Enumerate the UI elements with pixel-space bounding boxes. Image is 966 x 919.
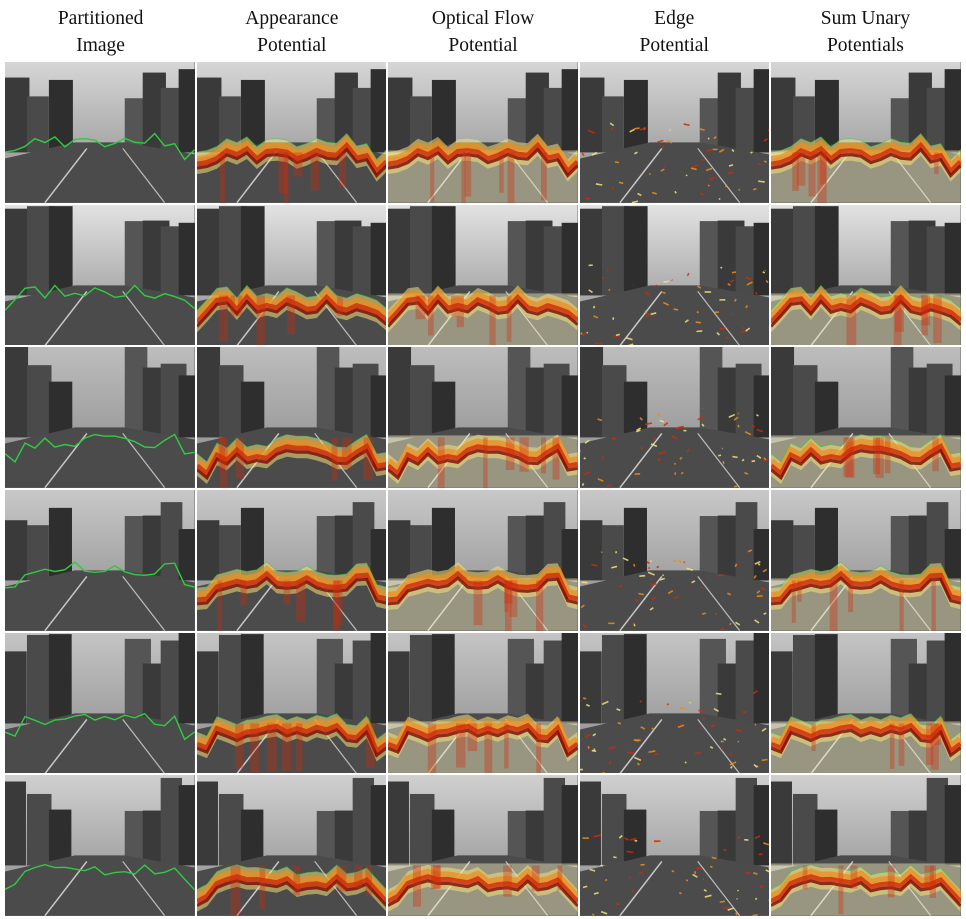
panel-image (388, 204, 578, 346)
column-header-line: Sum Unary (820, 8, 911, 29)
panel-image (771, 347, 961, 488)
figure-panel-flow (388, 347, 578, 488)
figure-panel-sum (771, 632, 961, 774)
panel-image (388, 62, 578, 203)
figure-panel-sum (771, 204, 961, 346)
column-header-line: Optical Flow (431, 8, 535, 29)
column-header-line: Image (76, 35, 125, 56)
figure-panel-flow (388, 775, 578, 916)
image-grid (5, 62, 961, 916)
figure-panel-flow (388, 62, 578, 203)
panel-image (579, 62, 770, 203)
panel-image (771, 775, 961, 916)
panel-image (771, 632, 961, 774)
panel-image (771, 204, 961, 346)
panel-image (579, 775, 770, 916)
figure-panel-partition (5, 632, 195, 774)
column-header-appearance-potential: Appearance Potential (196, 5, 387, 61)
panel-image (196, 204, 387, 346)
panel-image (579, 347, 770, 488)
figure-panel-partition (5, 775, 195, 916)
panel-image (388, 490, 578, 631)
panel-image (5, 62, 195, 203)
panel-image (579, 490, 770, 631)
figure-panel-edge (579, 62, 770, 203)
column-header-line: Potential (257, 35, 327, 56)
figure-panel-flow (388, 490, 578, 631)
panel-image (196, 490, 387, 631)
figure-panel-flow (388, 204, 578, 346)
panel-image (196, 775, 387, 916)
column-headers: Partitioned Image Appearance Potential O… (5, 5, 961, 61)
figure-panel-appearance (196, 62, 387, 203)
panel-image (388, 775, 578, 916)
panel-image (5, 775, 195, 916)
figure-panel-appearance (196, 632, 387, 774)
figure-panel-appearance (196, 347, 387, 488)
column-header-edge-potential: Edge Potential (579, 5, 770, 61)
figure-panel-edge (579, 775, 770, 916)
figure-panel-flow (388, 632, 578, 774)
column-header-partitioned-image: Partitioned Image (5, 5, 196, 61)
panel-image (196, 632, 387, 774)
figure-panel-partition (5, 490, 195, 631)
panel-image (196, 62, 387, 203)
figure-panel-appearance (196, 204, 387, 346)
column-header-line: Potentials (826, 35, 904, 56)
column-header-line: Potential (639, 35, 709, 56)
panel-image (771, 490, 961, 631)
panel-image (5, 632, 195, 774)
figure-panel-partition (5, 62, 195, 203)
column-header-line: Potential (448, 35, 518, 56)
panel-image (5, 347, 195, 488)
panel-image (388, 347, 578, 488)
figure-panel-edge (579, 204, 770, 346)
figure-panel-appearance (196, 490, 387, 631)
figure-panel-edge (579, 632, 770, 774)
panel-image (388, 632, 578, 774)
figure-panel-edge (579, 347, 770, 488)
column-header-line: Edge (654, 8, 695, 29)
figure-panel-edge (579, 490, 770, 631)
figure-panel-partition (5, 347, 195, 488)
panel-image (5, 204, 195, 346)
figure-panel-sum (771, 490, 961, 631)
panel-image (579, 204, 770, 346)
figure-panel-sum (771, 62, 961, 203)
column-header-line: Partitioned (57, 8, 144, 29)
panel-image (579, 632, 770, 774)
panel-image (196, 347, 387, 488)
column-header-sum-unary-potentials: Sum Unary Potentials (770, 5, 961, 61)
figure-panel-partition (5, 204, 195, 346)
column-header-optical-flow-potential: Optical Flow Potential (387, 5, 578, 61)
figure-panel-appearance (196, 775, 387, 916)
figure-panel-sum (771, 775, 961, 916)
figure-panel-sum (771, 347, 961, 488)
panel-image (771, 62, 961, 203)
panel-image (5, 490, 195, 631)
column-header-line: Appearance (245, 8, 339, 29)
